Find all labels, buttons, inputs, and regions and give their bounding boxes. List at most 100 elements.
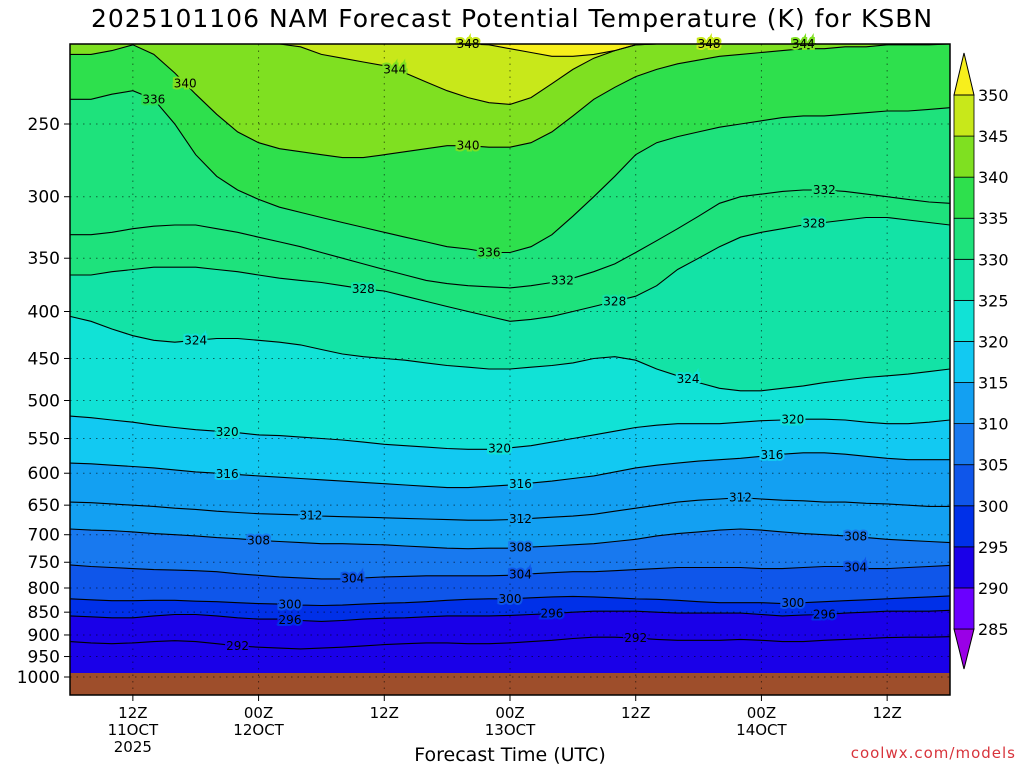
fill-band-296 [70,595,950,622]
colorbar-label-315: 315 [978,374,1009,393]
contour-label-328: 328 [352,282,375,296]
x-axis-title: Forecast Time (UTC) [414,744,606,766]
colorbar-label-345: 345 [978,127,1009,146]
contour-label-296: 296 [540,607,563,621]
colorbar-label-290: 290 [978,579,1009,598]
colorbar-segment-300 [953,464,975,507]
y-tick-label-850: 850 [28,603,60,623]
contour-328 [70,216,951,322]
colorbar-label-300: 300 [978,497,1009,516]
contour-label-320: 320 [488,442,511,456]
fill-band-below-292 [70,636,950,673]
contour-label-340: 340 [174,77,197,91]
contour-label-316: 316 [760,448,783,462]
colorbar-under-arrow [953,628,975,670]
contour-label-296: 296 [279,613,302,627]
y-tick-label-300: 300 [28,188,60,208]
contour-label-324: 324 [677,372,700,386]
contour-312 [69,497,950,521]
colorbar: 285 290 295 300 305 310 315 320 325 330 335 340 345 3… [953,52,1009,670]
fill-band-316 [70,416,950,488]
contour-label-332: 332 [813,183,836,197]
contour-300 [69,595,951,607]
contour-324 [69,315,951,392]
x-tick-label-63-0: 00Z [747,704,776,722]
contour-296 [69,609,951,622]
y-tick-label-600: 600 [28,464,60,484]
colorbar-segment-340 [953,135,975,178]
contour-label-328: 328 [802,217,825,231]
contour-label-304: 304 [844,561,867,575]
contour-336 [70,90,951,254]
colorbar-label-295: 295 [978,538,1009,557]
y-tick-label-700: 700 [28,526,60,546]
contour-label-296: 296 [813,608,836,622]
contour-label-340: 340 [457,139,480,153]
y-axis-ticks: 250 300 350 400 450 500 550 600 650 700 750 800 850 9… [17,115,70,688]
colorbar-label-350: 350 [978,86,1009,105]
x-tick-label-51-0: 12Z [621,704,650,722]
contour-316 [69,452,950,489]
contour-label-320: 320 [781,413,804,427]
colorbar-label-285: 285 [978,620,1009,639]
colorbar-segment-330 [953,217,975,260]
colorbar-segment-305 [953,423,975,466]
x-tick-label-75-0: 12Z [872,704,901,722]
y-tick-label-450: 450 [28,349,60,369]
colorbar-segment-315 [953,341,975,383]
contour-label-308: 308 [509,541,532,555]
y-tick-label-750: 750 [28,553,60,573]
contour-308 [69,528,951,550]
colorbar-segment-310 [953,382,975,425]
contour-label-304: 304 [509,568,532,582]
contour-label-316: 316 [216,467,239,481]
contour-label-300: 300 [781,596,804,610]
y-tick-label-500: 500 [28,392,60,412]
x-tick-label-3-1: 11OCT [108,721,159,739]
contour-label-332: 332 [551,273,574,287]
contour-label-324: 324 [184,333,207,347]
x-tick-label-3-0: 12Z [118,704,147,722]
contour-label-308: 308 [844,530,867,544]
contour-label-304: 304 [341,571,364,585]
contour-label-308: 308 [247,533,270,547]
fill-band-344 [70,44,950,105]
y-tick-label-950: 950 [28,648,60,668]
x-tick-label-63-1: 14OCT [736,721,787,739]
contour-340 [70,43,951,159]
colorbar-label-340: 340 [978,168,1009,187]
fill-band-332 [70,90,950,288]
fill-band-324 [70,217,950,391]
x-tick-label-15-0: 00Z [244,704,273,722]
x-tick-label-39-0: 00Z [495,704,524,722]
colorbar-segment-285 [953,587,975,630]
colorbar-segment-295 [953,505,975,548]
contour-label-312: 312 [299,508,322,522]
contour-label-312: 312 [509,512,532,526]
colorbar-label-310: 310 [978,415,1009,434]
contour-label-300: 300 [279,598,302,612]
fill-band-348 [70,44,950,57]
y-tick-label-650: 650 [28,496,60,516]
contour-304 [69,564,951,580]
contour-label-292: 292 [226,639,249,653]
contour-292 [69,636,951,650]
contour-label-328: 328 [603,294,626,308]
y-tick-label-900: 900 [28,626,60,646]
contour-label-300: 300 [499,592,522,606]
colorbar-segment-335 [953,176,975,219]
contour-label-320: 320 [216,425,239,439]
contour-label-292: 292 [624,631,647,645]
x-tick-label-15-1: 12OCT [233,721,284,739]
contour-332 [70,189,951,289]
colorbar-segment-345 [953,94,975,137]
fill-band-304 [70,529,950,579]
colorbar-over-arrow [953,52,975,96]
colorbar-segment-320 [953,299,975,342]
x-tick-label-39-1: 13OCT [485,721,536,739]
colorbar-label-320: 320 [978,332,1009,351]
y-tick-label-350: 350 [28,249,60,269]
